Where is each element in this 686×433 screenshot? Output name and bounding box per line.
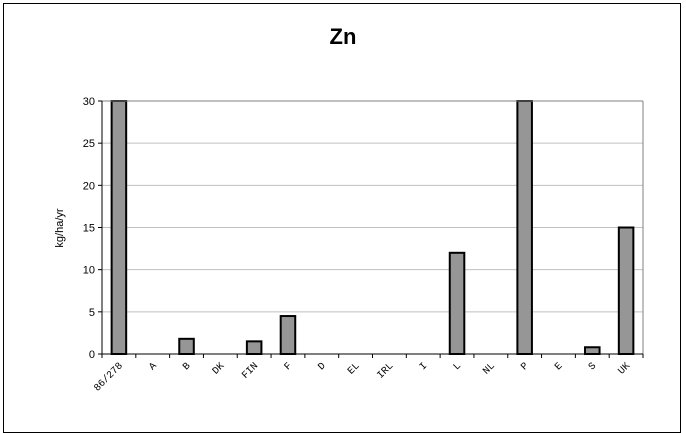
bar-uk (617, 226, 635, 355)
x-tick-label: FIN (240, 361, 261, 382)
x-tick-label: I (418, 361, 430, 373)
bar-l (448, 251, 466, 355)
bar-b (178, 337, 195, 356)
y-tick-labels: 0 5 10 15 20 25 30 (83, 96, 95, 361)
y-axis-label: kg/ha/yr (54, 208, 66, 247)
x-tick-label: B (181, 361, 193, 373)
bar-fin (245, 340, 263, 356)
bar-chart: 0 5 10 15 20 25 30 86/278 A B DK FIN F D EL IRL I L NL P E S… (54, 96, 644, 394)
y-tick-label: 15 (83, 223, 95, 235)
y-tick-label: 20 (83, 180, 95, 192)
bar-86-278 (110, 100, 128, 355)
x-tick-labels: 86/278 A B DK FIN F D EL IRL I L NL P E S UK (92, 360, 633, 394)
y-tick-label: 0 (89, 349, 95, 361)
bars (110, 100, 635, 356)
x-tick-label: E (553, 361, 565, 373)
y-tick-label: 30 (83, 96, 95, 108)
y-tick-label: 5 (89, 307, 95, 319)
x-tick-label: L (452, 361, 464, 373)
axes (98, 100, 644, 358)
y-tick-label: 25 (83, 138, 95, 150)
bar-f (279, 315, 297, 355)
x-tick-label: EL (346, 361, 362, 377)
x-tick-label: S (587, 361, 599, 373)
x-tick-label: D (317, 361, 329, 373)
bar-p (516, 100, 533, 355)
x-tick-label: A (148, 361, 160, 373)
y-tick-label: 10 (83, 265, 95, 277)
x-tick-label: F (283, 361, 295, 373)
gridlines (102, 100, 643, 313)
chart-title: Zn (329, 24, 357, 49)
x-tick-label: P (519, 361, 531, 373)
x-tick-label: UK (617, 361, 633, 377)
x-tick-label: 86/278 (92, 360, 126, 394)
x-tick-label: DK (211, 361, 227, 377)
bar-s (584, 346, 601, 355)
x-tick-label: IRL (376, 361, 397, 382)
x-tick-label: NL (481, 361, 497, 377)
